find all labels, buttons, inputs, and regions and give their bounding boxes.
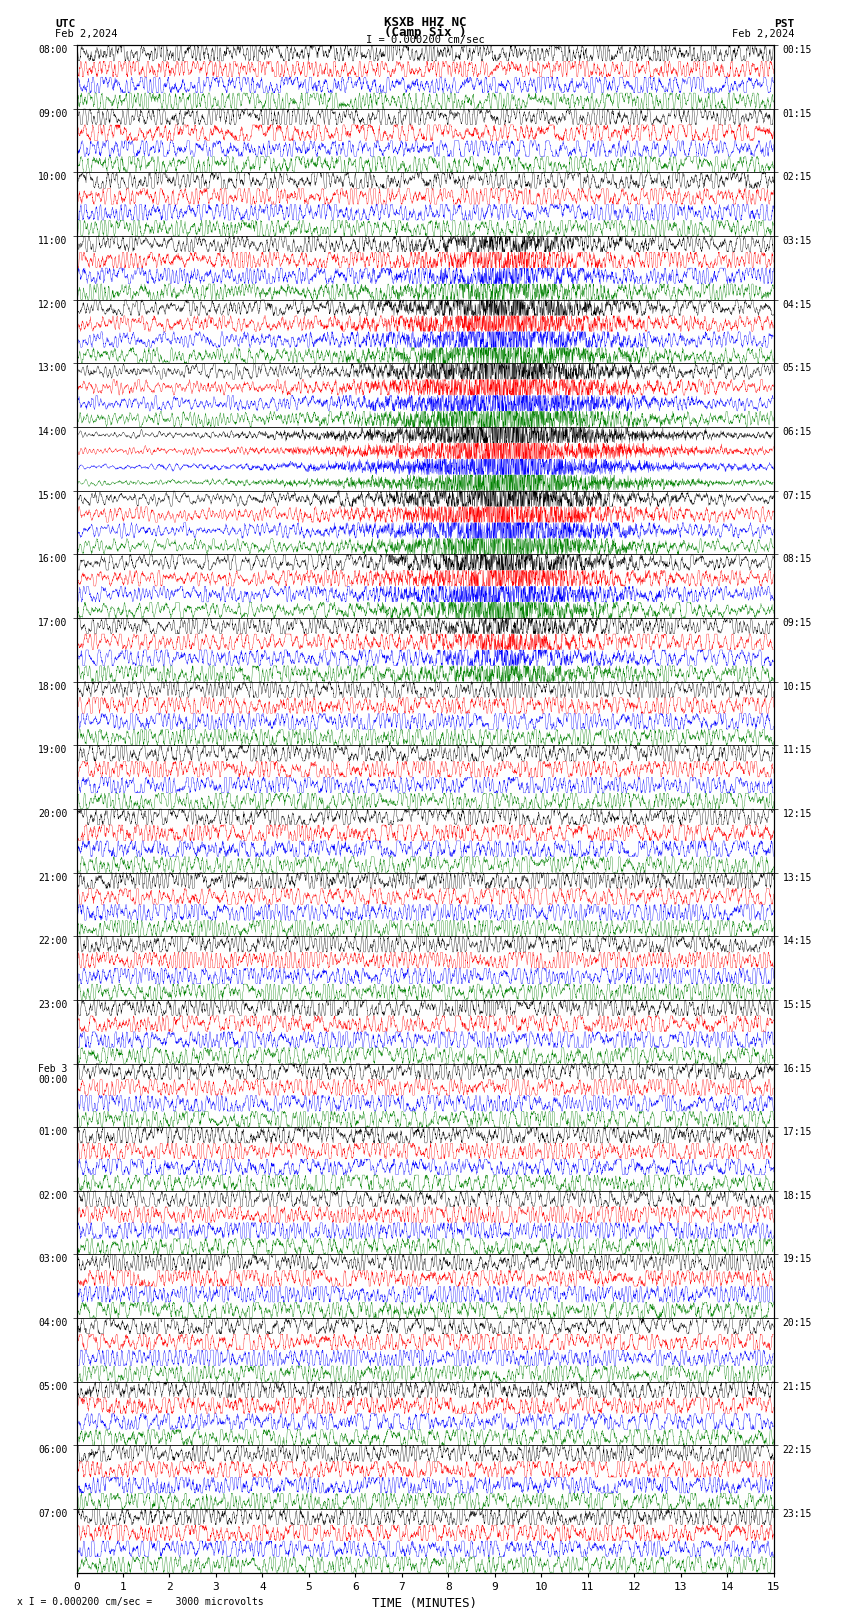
Text: Feb 2,2024: Feb 2,2024 xyxy=(732,29,795,39)
X-axis label: TIME (MINUTES): TIME (MINUTES) xyxy=(372,1597,478,1610)
Text: KSXB HHZ NC: KSXB HHZ NC xyxy=(383,16,467,29)
Text: PST: PST xyxy=(774,19,795,29)
Text: I = 0.000200 cm/sec: I = 0.000200 cm/sec xyxy=(366,35,484,45)
Text: (Camp Six ): (Camp Six ) xyxy=(383,26,467,39)
Text: Feb 2,2024: Feb 2,2024 xyxy=(55,29,118,39)
Text: x I = 0.000200 cm/sec =    3000 microvolts: x I = 0.000200 cm/sec = 3000 microvolts xyxy=(17,1597,264,1607)
Text: UTC: UTC xyxy=(55,19,76,29)
